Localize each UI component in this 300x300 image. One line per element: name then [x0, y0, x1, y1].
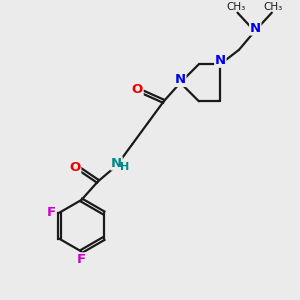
Text: O: O [132, 83, 143, 96]
Text: CH₃: CH₃ [264, 2, 283, 12]
Text: N: N [111, 157, 122, 170]
Text: F: F [77, 253, 86, 266]
Text: F: F [46, 206, 56, 219]
Text: O: O [69, 161, 81, 175]
Text: N: N [250, 22, 261, 35]
Text: CH₃: CH₃ [226, 2, 246, 12]
Text: N: N [215, 54, 226, 67]
Text: N: N [175, 74, 186, 86]
Text: H: H [120, 162, 129, 172]
